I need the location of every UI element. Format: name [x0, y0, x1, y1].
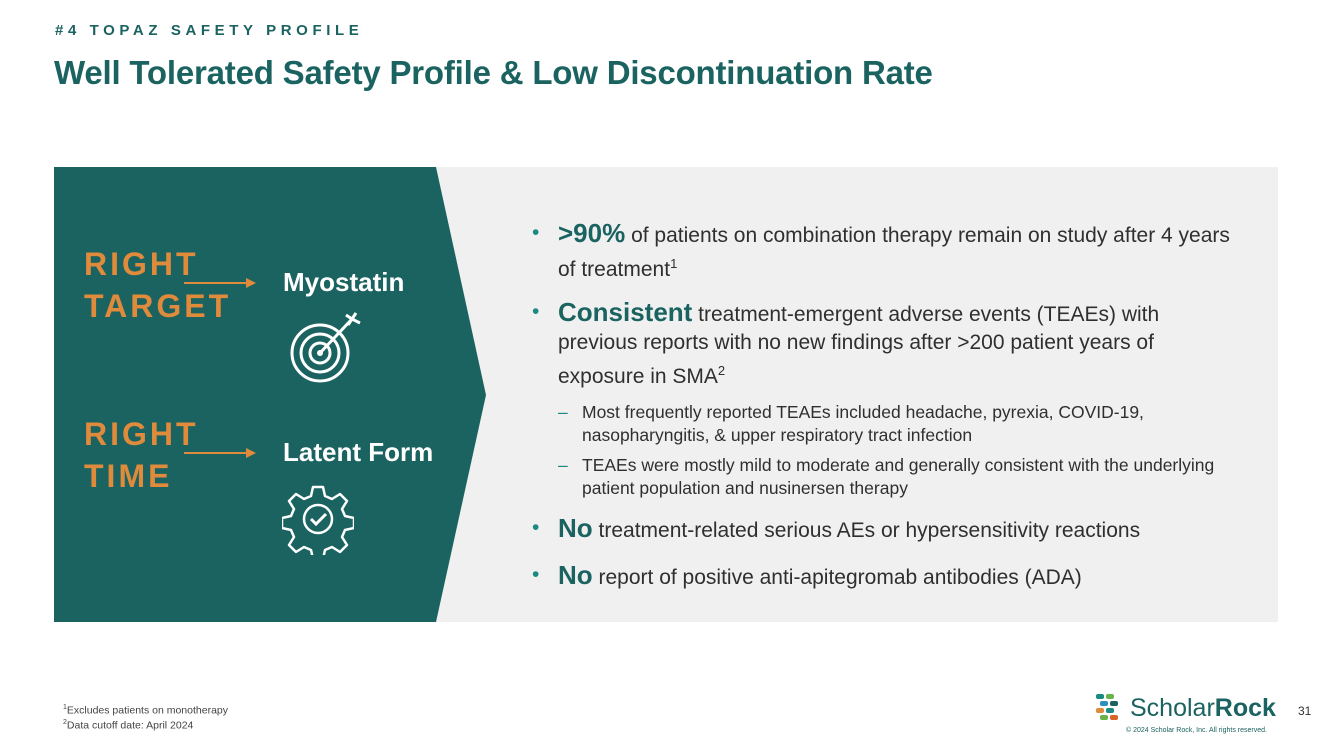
- footnote-text: Data cutoff date: April 2024: [66, 719, 194, 731]
- footnote-mark: 1: [63, 704, 67, 711]
- right-target-heading: RIGHT TARGET: [84, 243, 231, 327]
- target-icon: [290, 312, 361, 383]
- footnote-text: Excludes patients on monotherapy: [66, 704, 229, 717]
- target-word: TARGET: [84, 288, 232, 324]
- brand-name: ScholarRock: [1130, 694, 1276, 723]
- emphasis-text: Consistent: [558, 297, 693, 327]
- bullet-text: treatment-emergent adverse events (TEAEs…: [558, 303, 1160, 388]
- scholar-rock-logo: ScholarRock: [1094, 692, 1276, 726]
- gear-check-icon: [282, 485, 354, 555]
- emphasis-text: No: [558, 513, 593, 543]
- right-word: RIGHT: [84, 246, 199, 282]
- teal-arrow-panel: [54, 167, 486, 622]
- sub-bullet-text: Most frequently reported TEAEs included …: [582, 402, 1144, 445]
- eyebrow-label: #4 TOPAZ SAFETY PROFILE: [55, 22, 364, 39]
- brand-name-light: Scholar: [1130, 694, 1215, 722]
- bullet-text: of patients on combination therapy remai…: [558, 224, 1230, 281]
- dash: –: [558, 402, 568, 422]
- brand-name-bold: Rock: [1214, 694, 1276, 722]
- sub-list-item: – TEAEs were mostly mild to moderate and…: [532, 454, 1232, 500]
- sub-list-item: – Most frequently reported TEAEs include…: [532, 401, 1232, 447]
- right-word: RIGHT: [84, 416, 199, 452]
- logo-mark-icon: [1096, 694, 1118, 720]
- page-title: Well Tolerated Safety Profile & Low Disc…: [54, 54, 933, 91]
- bullet-text: treatment-related serious AEs or hyperse…: [592, 519, 1141, 542]
- content-panel: RIGHT TARGET Myostatin RIGHT TIME Latent…: [54, 167, 1278, 622]
- bullet-dot: •: [532, 563, 540, 586]
- footnote-mark: 2: [63, 718, 67, 726]
- list-item: • Consistent treatment-emergent adverse …: [532, 298, 1232, 391]
- dash: –: [558, 455, 568, 475]
- footnote-2: 2Data cutoff date: April 2024: [63, 717, 228, 732]
- page-number: 31: [1298, 704, 1312, 718]
- bullet-dot: •: [532, 300, 540, 323]
- bullet-text: report of positive anti-apitegromab anti…: [592, 566, 1082, 589]
- bullet-list: • >90% of patients on combination therap…: [532, 219, 1232, 602]
- bullet-dot: •: [532, 221, 540, 244]
- list-item: • No treatment-related serious AEs or hy…: [532, 514, 1232, 545]
- latent-form-label: Latent Form: [283, 437, 434, 467]
- list-item: • No report of positive anti-apitegromab…: [532, 561, 1232, 592]
- list-item: • >90% of patients on combination therap…: [532, 219, 1232, 284]
- footnotes: 1Excludes patients on monotherapy 2Data …: [63, 702, 228, 731]
- copyright: © 2024 Scholar Rock, Inc. All rights res…: [1126, 727, 1267, 734]
- arrow-icon: [184, 278, 256, 288]
- bullet-dot: •: [532, 516, 540, 539]
- emphasis-text: >90%: [558, 218, 626, 248]
- arrow-icon: [184, 448, 256, 458]
- footnote-1: 1Excludes patients on monotherapy: [63, 702, 228, 717]
- emphasis-text: No: [558, 560, 593, 590]
- footnote-ref: 1: [670, 256, 678, 271]
- myostatin-label: Myostatin: [283, 267, 405, 297]
- right-time-heading: RIGHT TIME: [84, 413, 199, 497]
- footnote-ref: 2: [717, 363, 726, 378]
- sub-bullet-text: TEAEs were mostly mild to moderate and g…: [582, 455, 1215, 498]
- time-word: TIME: [84, 458, 173, 494]
